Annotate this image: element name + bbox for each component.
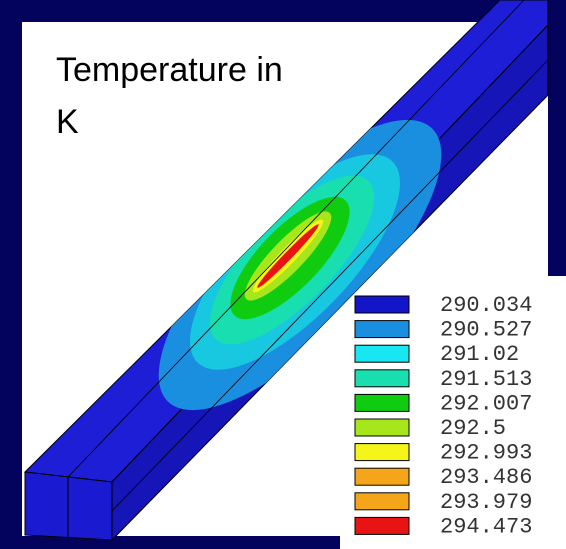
legend-label: 290.527 — [440, 318, 532, 343]
legend-label: 294.473 — [440, 514, 532, 539]
legend-label: 291.513 — [440, 367, 532, 392]
legend-swatch — [355, 321, 409, 338]
legend-label: 292.007 — [440, 391, 532, 416]
legend-label: 292.993 — [440, 441, 532, 466]
legend-label: 291.02 — [440, 342, 519, 367]
legend-swatch — [355, 517, 409, 534]
legend: 290.034290.527291.02291.513292.007292.52… — [355, 293, 532, 539]
legend-swatch — [355, 468, 409, 485]
title: Temperature in K — [56, 44, 296, 148]
legend-swatch — [355, 419, 409, 436]
legend-swatch — [355, 493, 409, 510]
legend-swatch — [355, 296, 409, 313]
page: {"title": "Temperature in K", "legend": … — [0, 0, 566, 549]
legend-swatch — [355, 394, 409, 411]
legend-label: 293.486 — [440, 465, 532, 490]
legend-swatch — [355, 370, 409, 387]
legend-swatch — [355, 444, 409, 461]
legend-label: 292.5 — [440, 416, 506, 441]
legend-label: 290.034 — [440, 293, 532, 318]
legend-label: 293.979 — [440, 490, 532, 515]
legend-swatch — [355, 345, 409, 362]
